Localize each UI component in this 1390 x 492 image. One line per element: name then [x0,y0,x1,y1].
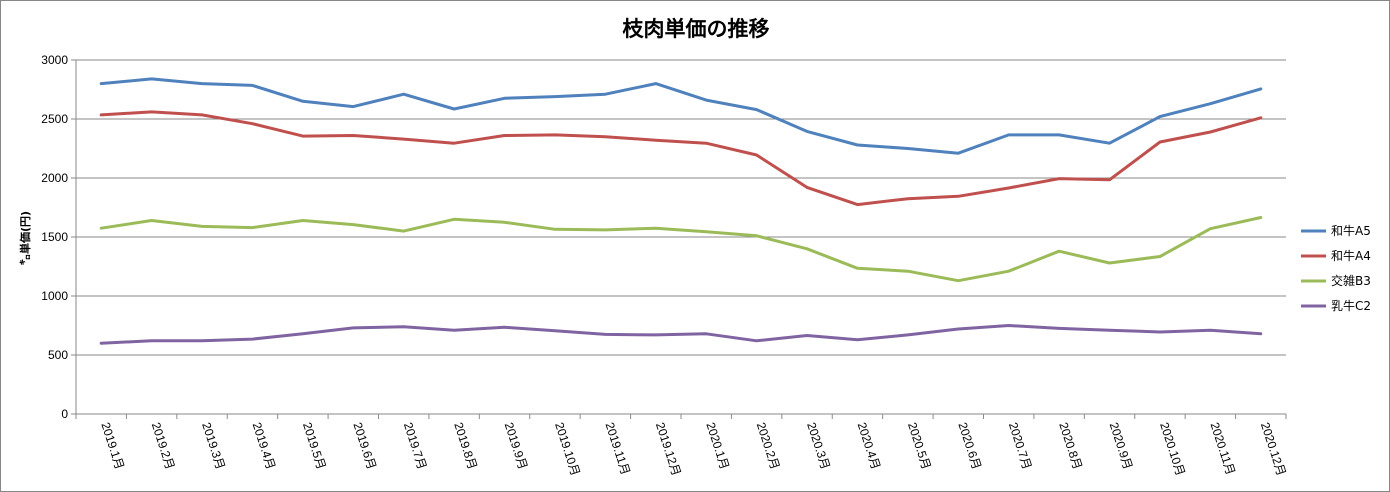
x-tick-label: 2020.1月 [703,421,731,472]
legend-label: 和牛A5 [1331,223,1371,238]
x-tick-label: 2019.5月 [300,421,328,472]
x-tick-label: 2020.12月 [1258,421,1288,478]
x-tick-label: 2019.2月 [149,421,177,472]
x-tick-label: 2019.11月 [603,421,633,477]
x-tick-label: 2019.6月 [350,421,378,472]
x-tick-label: 2020.2月 [754,421,782,472]
y-tick-label: 0 [61,407,68,421]
x-tick-label: 2019.12月 [653,421,683,478]
legend: 和牛A5 和牛A4 交雑B3 乳牛C2 [1301,223,1371,313]
x-tick-label: 2019.3月 [199,421,227,472]
series-line-3 [99,216,1263,283]
x-tick-label: 2020.4月 [855,421,883,472]
x-tick-label: 2019.1月 [98,421,126,472]
x-tick-label: 2020.10月 [1157,421,1187,478]
series-line-2 [99,110,1263,207]
x-tick-label: 2020.5月 [905,421,933,472]
y-tick-labels: 0 500 1000 1500 2000 2500 3000 [41,53,68,421]
chart-title: 枝肉単価の推移 [623,17,770,41]
series-line-4 [99,324,1263,345]
y-tick-label: 1000 [41,289,68,303]
x-tick-label: 2020.8月 [1056,421,1084,472]
y-axis-label: ㌔単価(円) [18,211,32,265]
y-tick-label: 2000 [41,171,68,185]
legend-label: 和牛A4 [1331,248,1371,263]
x-tick-labels: 2019.1月 2019.2月 2019.3月 2019.4月 2019.5月 2019.… [98,421,1288,478]
grid-lines [76,59,1286,356]
x-tick-label: 2020.7月 [1006,421,1034,472]
legend-label: 交雑B3 [1331,273,1371,288]
x-tick-label: 2020.3月 [804,421,832,472]
series-line-1 [99,77,1263,155]
x-tick-label: 2019.10月 [552,421,582,478]
y-tick-label: 1500 [41,230,68,244]
x-tick-label: 2019.7月 [401,421,429,472]
y-tick-label: 500 [48,348,68,362]
legend-label: 乳牛C2 [1331,298,1371,313]
x-tick-label: 2020.11月 [1208,421,1238,477]
x-tick-label: 2020.6月 [955,421,983,472]
x-tick-label: 2019.9月 [502,421,530,472]
y-tick-label: 3000 [41,53,68,67]
axes [71,59,1287,419]
x-tick-label: 2020.9月 [1107,421,1135,472]
series-lines [99,77,1263,345]
y-tick-label: 2500 [41,112,68,126]
x-tick-label: 2019.8月 [451,421,479,472]
x-tick-label: 2019.4月 [250,421,278,472]
